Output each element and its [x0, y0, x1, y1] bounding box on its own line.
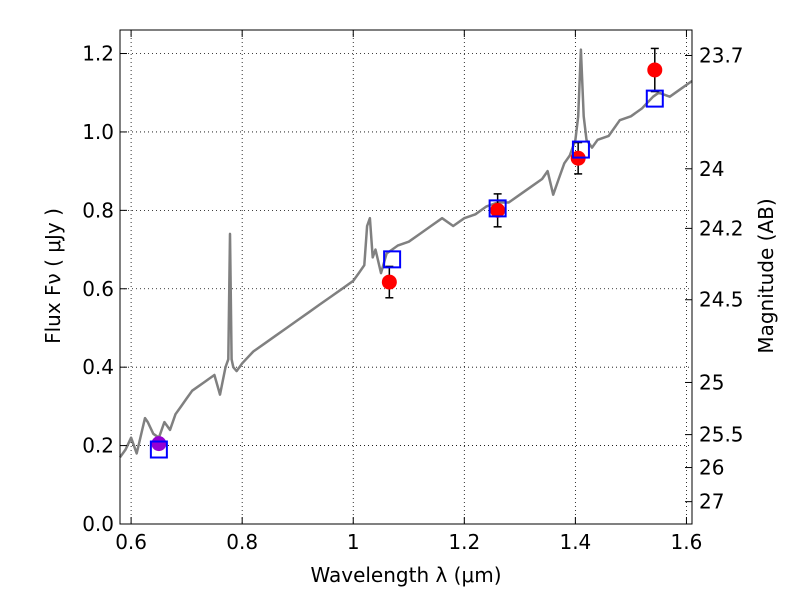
x-axis-label: Wavelength λ (μm)	[310, 563, 501, 587]
x-tick-label: 0.8	[226, 530, 258, 554]
y-axis-right-label: Magnitude (AB)	[754, 198, 778, 353]
y-tick-label: 0.8	[82, 198, 114, 222]
y-tick-label: 0.6	[82, 277, 114, 301]
x-tick-label: 0.6	[115, 530, 147, 554]
model-spectrum-group	[118, 48, 693, 459]
observed-point	[151, 436, 167, 452]
axis-ticks	[120, 30, 692, 525]
y-tick-label: 0.4	[82, 355, 114, 379]
right-tick-label: 27	[699, 490, 724, 514]
tick-labels: 0.6 0.8 1 1.2 1.4 1.6 0.0 0.2 0.4 0.6 0.8 1.0 1.2 23.…	[82, 42, 743, 554]
observed-point	[647, 62, 663, 78]
observed-point	[381, 274, 397, 290]
right-tick-label: 25	[699, 370, 724, 394]
x-tick-label: 1	[347, 530, 360, 554]
model-point	[383, 250, 402, 269]
model-point	[645, 89, 664, 108]
right-tick-label: 25.5	[699, 423, 744, 447]
right-tick-label: 23.7	[699, 43, 744, 67]
right-tick-label: 24.5	[699, 288, 744, 312]
x-tick-label: 1.4	[559, 530, 591, 554]
x-tick-label: 1.2	[448, 530, 480, 554]
observed-point	[490, 202, 506, 218]
y-tick-label: 1.0	[82, 120, 114, 144]
model-point	[571, 140, 590, 159]
right-tick-label: 24.2	[699, 216, 744, 240]
model-point	[149, 440, 168, 459]
x-tick-label: 1.6	[671, 530, 703, 554]
plot-frame	[119, 29, 693, 525]
y-tick-label: 0.0	[82, 512, 114, 536]
y-tick-label: 0.2	[82, 434, 114, 458]
spectrum-line	[118, 48, 693, 459]
right-tick-label: 24	[699, 157, 724, 181]
model-points-group	[149, 89, 664, 459]
y-tick-label: 1.2	[82, 42, 114, 66]
y-axis-label: Flux Fν ( μJy )	[41, 208, 65, 344]
right-tick-label: 26	[699, 456, 724, 480]
model-point	[488, 199, 507, 218]
